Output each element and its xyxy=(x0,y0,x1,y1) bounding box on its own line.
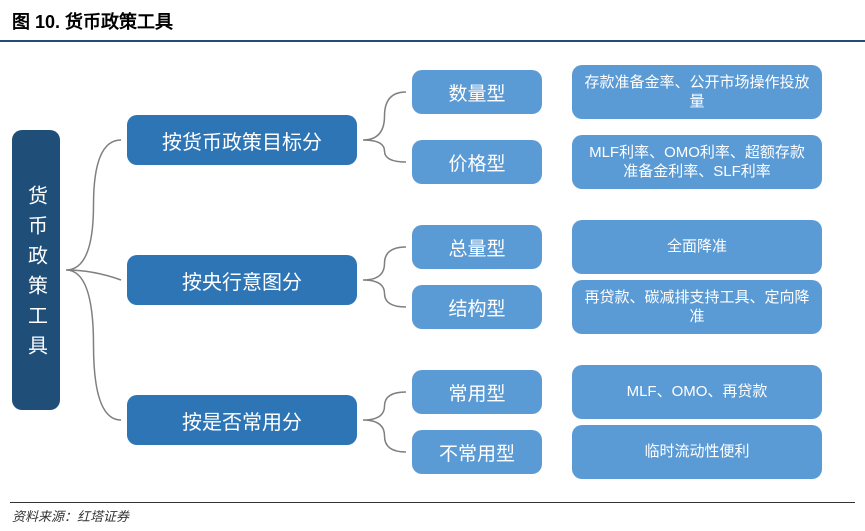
footer-rule xyxy=(10,502,855,503)
figure-number: 图 10. xyxy=(12,12,60,32)
type-node: 结构型 xyxy=(412,285,542,329)
source-label: 资料来源： xyxy=(12,509,77,524)
detail-node: 全面降准 xyxy=(572,220,822,274)
detail-node: 再贷款、碳减排支持工具、定向降准 xyxy=(572,280,822,334)
root-node: 货币政策工具 xyxy=(12,130,60,410)
figure-source: 资料来源：红塔证券 xyxy=(12,506,129,525)
figure-title: 图 10. 货币政策工具 xyxy=(12,12,173,32)
type-node: 价格型 xyxy=(412,140,542,184)
category-node: 按是否常用分 xyxy=(127,395,357,445)
type-node: 不常用型 xyxy=(412,430,542,474)
detail-node: MLF、OMO、再贷款 xyxy=(572,365,822,419)
detail-node: 存款准备金率、公开市场操作投放量 xyxy=(572,65,822,119)
type-node: 常用型 xyxy=(412,370,542,414)
category-node: 按央行意图分 xyxy=(127,255,357,305)
detail-node: 临时流动性便利 xyxy=(572,425,822,479)
figure-header: 图 10. 货币政策工具 xyxy=(0,0,865,42)
type-node: 数量型 xyxy=(412,70,542,114)
hierarchy-diagram: 货币政策工具 按货币政策目标分 数量型存款准备金率、公开市场操作投放量价格型 MLF利… xyxy=(12,50,853,491)
detail-node: MLF利率、OMO利率、超额存款准备金利率、SLF利率 xyxy=(572,135,822,189)
type-node: 总量型 xyxy=(412,225,542,269)
source-value: 红塔证券 xyxy=(77,509,129,524)
figure-title-text: 货币政策工具 xyxy=(65,12,173,32)
category-node: 按货币政策目标分 xyxy=(127,115,357,165)
